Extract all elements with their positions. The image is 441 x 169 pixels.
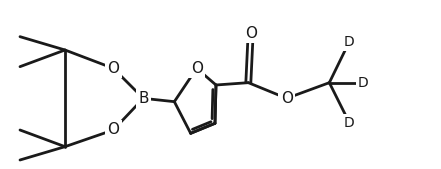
Text: O: O <box>107 61 120 76</box>
Text: O: O <box>245 26 257 41</box>
Text: D: D <box>344 116 355 130</box>
Text: O: O <box>107 123 120 138</box>
Text: B: B <box>138 91 149 106</box>
Text: O: O <box>191 61 203 76</box>
Text: O: O <box>280 91 293 106</box>
Text: D: D <box>344 35 355 49</box>
Text: D: D <box>358 76 369 90</box>
